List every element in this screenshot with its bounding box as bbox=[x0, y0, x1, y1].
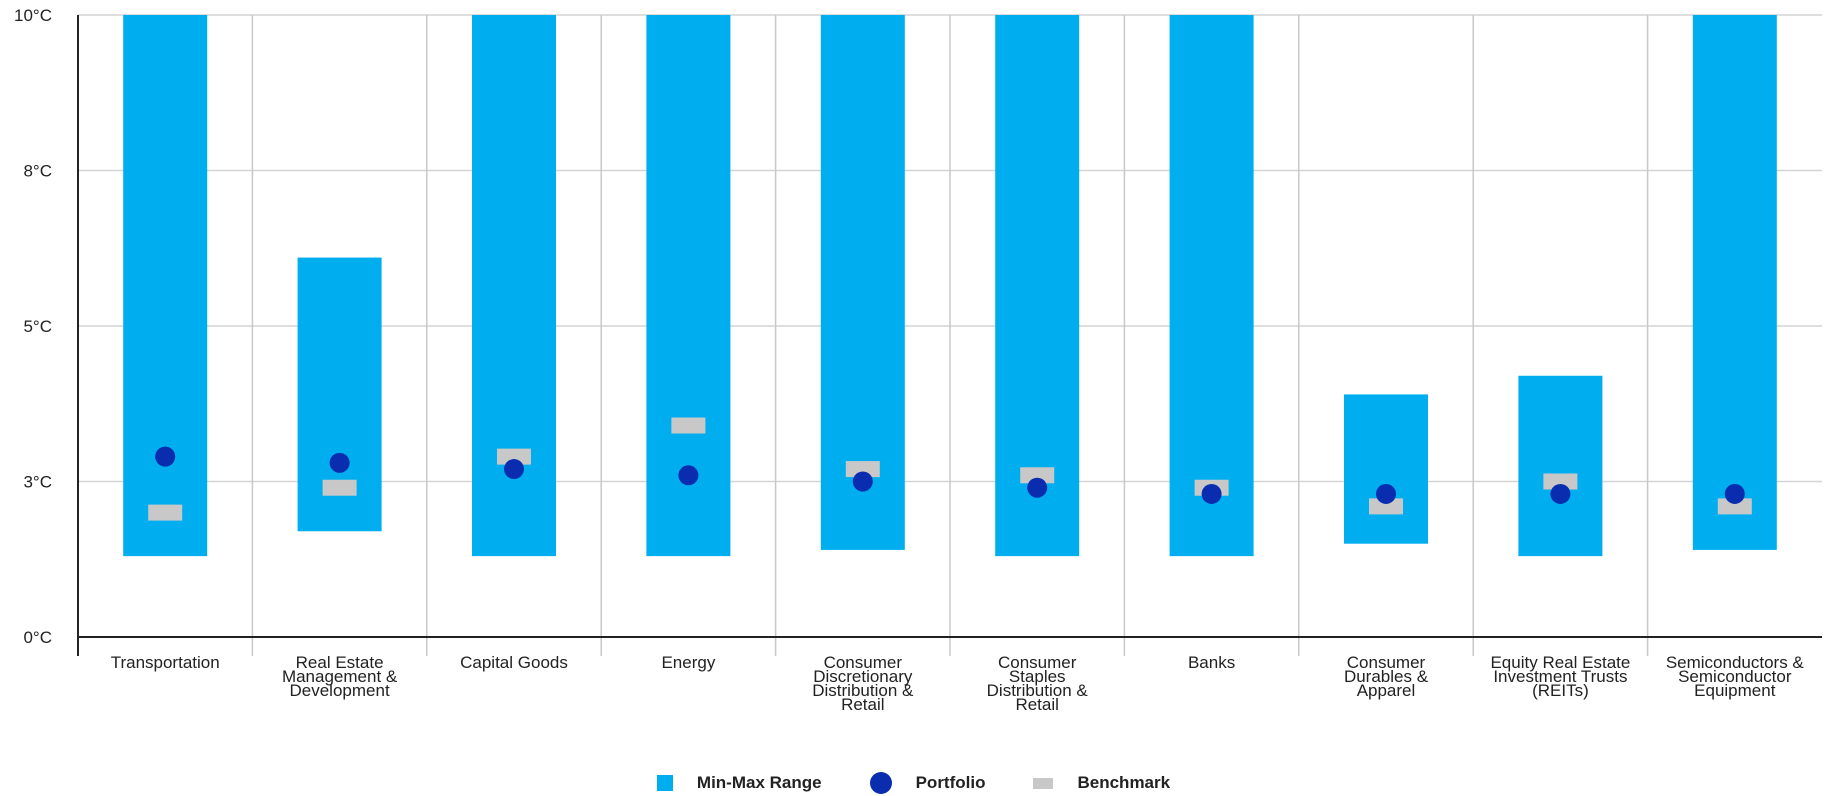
x-category-label-line: Consumer bbox=[1347, 653, 1426, 672]
x-category-label-line: Retail bbox=[1015, 695, 1058, 714]
legend-swatch-benchmark bbox=[1033, 777, 1054, 789]
range-bar bbox=[1169, 15, 1254, 557]
x-category-label-line: Staples bbox=[1009, 667, 1066, 686]
x-category-label-line: Energy bbox=[661, 653, 715, 672]
portfolio-dot bbox=[678, 465, 699, 486]
x-category-label: Energy bbox=[661, 653, 715, 672]
chart: 0°C 3°C 5°C 8°C 10°C Transportation Real Esta… bbox=[14, 6, 1822, 714]
x-category-label: Banks bbox=[1188, 653, 1235, 672]
portfolio-markers bbox=[155, 446, 1745, 504]
x-category-label: Capital Goods bbox=[460, 653, 568, 672]
x-category-label: Consumer Discretionary Distribution & Retai… bbox=[812, 653, 914, 714]
portfolio-dot bbox=[1724, 483, 1745, 504]
x-category-label: Real Estate Management & Development bbox=[282, 653, 398, 700]
x-category-label-line: Development bbox=[290, 681, 390, 700]
x-category-label-line: Transportation bbox=[111, 653, 220, 672]
x-category-label: Equity Real Estate Investment Trusts (REIT… bbox=[1490, 653, 1630, 700]
legend-label-portfolio: Portfolio bbox=[915, 773, 986, 792]
portfolio-dot bbox=[1201, 483, 1222, 504]
x-category-label-line: Distribution & bbox=[987, 681, 1089, 700]
range-bar bbox=[1692, 15, 1777, 550]
x-category-label-line: Retail bbox=[841, 695, 884, 714]
range-bar bbox=[1518, 375, 1603, 557]
x-category-label-line: Discretionary bbox=[813, 667, 913, 686]
legend-item-portfolio[interactable]: Portfolio bbox=[869, 772, 986, 794]
benchmark-marker bbox=[1020, 467, 1055, 484]
y-tick-label: 8°C bbox=[23, 162, 52, 181]
portfolio-dot bbox=[329, 452, 350, 473]
range-bar bbox=[123, 15, 208, 557]
benchmark-marker bbox=[497, 448, 531, 465]
legend-label-range: Min-Max Range bbox=[696, 773, 822, 792]
benchmark-marker bbox=[322, 479, 357, 496]
x-category-label-line: Investment Trusts bbox=[1493, 667, 1627, 686]
legend-item-range[interactable]: Min-Max Range bbox=[656, 773, 822, 793]
axes bbox=[77, 15, 1822, 656]
legend-item-benchmark[interactable]: Benchmark bbox=[1033, 773, 1170, 793]
x-category-label: Transportation bbox=[111, 653, 220, 672]
y-tick-label: 10°C bbox=[14, 6, 52, 25]
legend-swatch-portfolio bbox=[869, 772, 892, 794]
x-category-label-line: (REITs) bbox=[1532, 681, 1589, 700]
legend: Min-Max Range Portfolio Benchmark bbox=[0, 770, 1827, 796]
portfolio-dot bbox=[504, 459, 524, 480]
portfolio-dot bbox=[1376, 483, 1396, 504]
portfolio-dot bbox=[1027, 477, 1048, 498]
benchmark-marker bbox=[1543, 473, 1578, 490]
x-category-label-line: Apparel bbox=[1357, 681, 1416, 700]
portfolio-dot bbox=[1550, 483, 1571, 504]
x-category-label-line: Consumer bbox=[824, 653, 903, 672]
benchmark-marker bbox=[845, 461, 880, 478]
y-tick-label: 5°C bbox=[23, 317, 52, 336]
benchmark-marker bbox=[148, 504, 183, 521]
benchmark-marker bbox=[1717, 498, 1752, 515]
legend-label-benchmark: Benchmark bbox=[1077, 773, 1171, 792]
portfolio-dot bbox=[155, 446, 176, 467]
x-category-label-line: Real Estate bbox=[296, 653, 384, 672]
x-category-label-line: Durables & bbox=[1344, 667, 1429, 686]
x-category-label-line: Capital Goods bbox=[460, 653, 568, 672]
x-category-labels: Transportation Real Estate Management & Dev… bbox=[111, 653, 1805, 714]
range-bar bbox=[1344, 394, 1428, 544]
x-category-label: Consumer Durables & Apparel bbox=[1344, 653, 1429, 700]
range-bar bbox=[995, 15, 1080, 557]
x-category-label: Consumer Staples Distribution & Retail bbox=[987, 653, 1089, 714]
x-category-label-line: Distribution & bbox=[812, 681, 914, 700]
benchmark-marker bbox=[671, 417, 706, 434]
y-tick-label: 0°C bbox=[23, 628, 52, 647]
benchmark-marker bbox=[1369, 498, 1403, 515]
y-tick-labels: 0°C 3°C 5°C 8°C 10°C bbox=[14, 6, 52, 647]
x-category-label-line: Semiconductors & bbox=[1666, 653, 1805, 672]
x-category-label: Semiconductors & Semiconductor Equipment bbox=[1666, 653, 1805, 700]
range-bars bbox=[123, 15, 1777, 557]
legend-swatch-range bbox=[656, 775, 673, 791]
portfolio-dot bbox=[852, 471, 873, 492]
x-category-label-line: Banks bbox=[1188, 653, 1235, 672]
x-category-label-line: Equity Real Estate bbox=[1490, 653, 1630, 672]
x-category-label-line: Equipment bbox=[1694, 681, 1776, 700]
x-category-label-line: Consumer bbox=[998, 653, 1077, 672]
x-category-label-line: Management & bbox=[282, 667, 398, 686]
x-category-label-line: Semiconductor bbox=[1678, 667, 1792, 686]
benchmark-markers bbox=[148, 417, 1752, 521]
range-bar bbox=[820, 15, 905, 550]
y-tick-label: 3°C bbox=[23, 473, 52, 492]
